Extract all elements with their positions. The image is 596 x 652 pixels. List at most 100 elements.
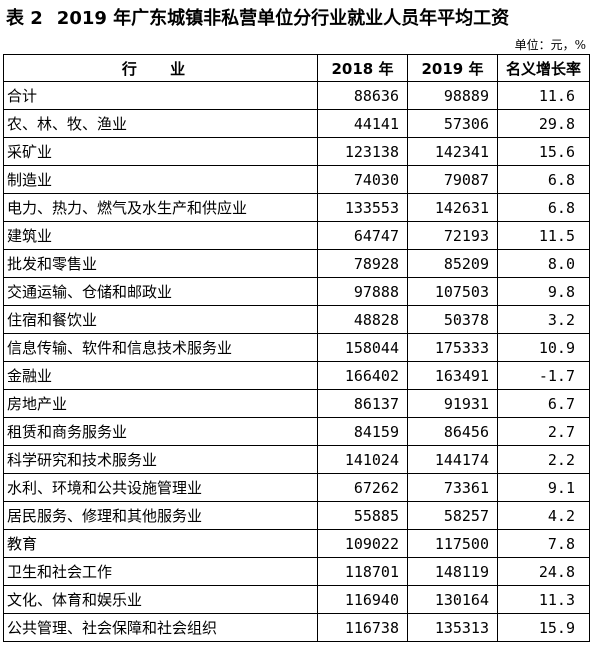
- growth-rate-cell: 11.6: [497, 81, 590, 110]
- industry-cell: 信息传输、软件和信息技术服务业: [3, 333, 318, 362]
- industry-cell: 制造业: [3, 165, 318, 194]
- wage-2018-cell: 44141: [317, 109, 408, 138]
- wage-2018-cell: 133553: [317, 193, 408, 222]
- industry-cell: 教育: [3, 529, 318, 558]
- wage-2018-cell: 109022: [317, 529, 408, 558]
- industry-cell: 采矿业: [3, 137, 318, 166]
- wage-2018-cell: 116940: [317, 585, 408, 614]
- industry-cell: 卫生和社会工作: [3, 557, 318, 586]
- wage-2018-cell: 64747: [317, 221, 408, 250]
- header-row: 行 业 2018 年 2019 年 名义增长率: [3, 54, 590, 82]
- wage-2018-cell: 123138: [317, 137, 408, 166]
- growth-rate-cell: 15.9: [497, 613, 590, 642]
- wage-2019-cell: 142341: [407, 137, 498, 166]
- wage-2018-cell: 141024: [317, 445, 408, 474]
- table-number: 表 2: [6, 8, 43, 29]
- table-row: 教育 109022 117500 7.8: [3, 529, 590, 558]
- wage-2018-cell: 88636: [317, 81, 408, 110]
- wage-2019-cell: 50378: [407, 305, 498, 334]
- wage-2019-cell: 85209: [407, 249, 498, 278]
- growth-rate-cell: 24.8: [497, 557, 590, 586]
- industry-cell: 农、林、牧、渔业: [3, 109, 318, 138]
- growth-rate-cell: 6.8: [497, 165, 590, 194]
- industry-cell: 电力、热力、燃气及水生产和供应业: [3, 193, 318, 222]
- wage-2019-cell: 98889: [407, 81, 498, 110]
- table-row: 文化、体育和娱乐业 116940 130164 11.3: [3, 585, 590, 614]
- industry-cell: 居民服务、修理和其他服务业: [3, 501, 318, 530]
- wage-2019-cell: 117500: [407, 529, 498, 558]
- industry-cell: 金融业: [3, 361, 318, 390]
- wage-2019-cell: 175333: [407, 333, 498, 362]
- wage-2018-cell: 55885: [317, 501, 408, 530]
- wage-2018-cell: 158044: [317, 333, 408, 362]
- industry-cell: 公共管理、社会保障和社会组织: [3, 613, 318, 642]
- header-industry: 行 业: [3, 54, 318, 82]
- industry-cell: 批发和零售业: [3, 249, 318, 278]
- growth-rate-cell: 11.5: [497, 221, 590, 250]
- table-row: 居民服务、修理和其他服务业 55885 58257 4.2: [3, 501, 590, 530]
- table-row: 采矿业 123138 142341 15.6: [3, 137, 590, 166]
- wage-2019-cell: 130164: [407, 585, 498, 614]
- table-row: 科学研究和技术服务业 141024 144174 2.2: [3, 445, 590, 474]
- growth-rate-cell: 2.7: [497, 417, 590, 446]
- growth-rate-cell: 6.8: [497, 193, 590, 222]
- wage-2019-cell: 135313: [407, 613, 498, 642]
- table-row: 信息传输、软件和信息技术服务业 158044 175333 10.9: [3, 333, 590, 362]
- industry-cell: 住宿和餐饮业: [3, 305, 318, 334]
- growth-rate-cell: 6.7: [497, 389, 590, 418]
- wage-2019-cell: 91931: [407, 389, 498, 418]
- growth-rate-cell: 4.2: [497, 501, 590, 530]
- table-row: 农、林、牧、渔业 44141 57306 29.8: [3, 109, 590, 138]
- wage-2018-cell: 116738: [317, 613, 408, 642]
- table-row: 交通运输、仓储和邮政业 97888 107503 9.8: [3, 277, 590, 306]
- table-row: 水利、环境和公共设施管理业 67262 73361 9.1: [3, 473, 590, 502]
- growth-rate-cell: 10.9: [497, 333, 590, 362]
- table-title: 表 2 2019 年广东城镇非私营单位分行业就业人员年平均工资: [6, 4, 509, 30]
- wage-2019-cell: 86456: [407, 417, 498, 446]
- growth-rate-cell: 15.6: [497, 137, 590, 166]
- table-row: 金融业 166402 163491 -1.7: [3, 361, 590, 390]
- industry-cell: 建筑业: [3, 221, 318, 250]
- industry-cell: 科学研究和技术服务业: [3, 445, 318, 474]
- industry-cell: 房地产业: [3, 389, 318, 418]
- table-title-text: 2019 年广东城镇非私营单位分行业就业人员年平均工资: [56, 8, 510, 29]
- growth-rate-cell: 29.8: [497, 109, 590, 138]
- wage-2019-cell: 144174: [407, 445, 498, 474]
- growth-rate-cell: 2.2: [497, 445, 590, 474]
- table-row: 批发和零售业 78928 85209 8.0: [3, 249, 590, 278]
- wage-2019-cell: 57306: [407, 109, 498, 138]
- table-row: 租赁和商务服务业 84159 86456 2.7: [3, 417, 590, 446]
- table-row: 住宿和餐饮业 48828 50378 3.2: [3, 305, 590, 334]
- growth-rate-cell: 3.2: [497, 305, 590, 334]
- table-row: 合计 88636 98889 11.6: [3, 81, 590, 110]
- wage-2019-cell: 107503: [407, 277, 498, 306]
- wage-2018-cell: 67262: [317, 473, 408, 502]
- wage-2019-cell: 163491: [407, 361, 498, 390]
- wage-2018-cell: 97888: [317, 277, 408, 306]
- table-row: 电力、热力、燃气及水生产和供应业 133553 142631 6.8: [3, 193, 590, 222]
- wage-2018-cell: 84159: [317, 417, 408, 446]
- growth-rate-cell: 8.0: [497, 249, 590, 278]
- table-row: 制造业 74030 79087 6.8: [3, 165, 590, 194]
- wage-2018-cell: 118701: [317, 557, 408, 586]
- wage-2018-cell: 48828: [317, 305, 408, 334]
- wage-table: 行 业 2018 年 2019 年 名义增长率 合计 88636 98889 11.6…: [3, 54, 590, 642]
- wage-2018-cell: 166402: [317, 361, 408, 390]
- growth-rate-cell: 11.3: [497, 585, 590, 614]
- header-2018: 2018 年: [317, 54, 408, 82]
- wage-2019-cell: 142631: [407, 193, 498, 222]
- wage-2019-cell: 79087: [407, 165, 498, 194]
- wage-2018-cell: 78928: [317, 249, 408, 278]
- growth-rate-cell: 9.8: [497, 277, 590, 306]
- industry-cell: 租赁和商务服务业: [3, 417, 318, 446]
- growth-rate-cell: 9.1: [497, 473, 590, 502]
- wage-2019-cell: 58257: [407, 501, 498, 530]
- table-row: 公共管理、社会保障和社会组织 116738 135313 15.9: [3, 613, 590, 642]
- header-growth: 名义增长率: [497, 54, 590, 82]
- wage-2018-cell: 74030: [317, 165, 408, 194]
- industry-cell: 交通运输、仓储和邮政业: [3, 277, 318, 306]
- growth-rate-cell: 7.8: [497, 529, 590, 558]
- table-row: 卫生和社会工作 118701 148119 24.8: [3, 557, 590, 586]
- unit-note: 单位：元，%: [514, 38, 586, 52]
- wage-2018-cell: 86137: [317, 389, 408, 418]
